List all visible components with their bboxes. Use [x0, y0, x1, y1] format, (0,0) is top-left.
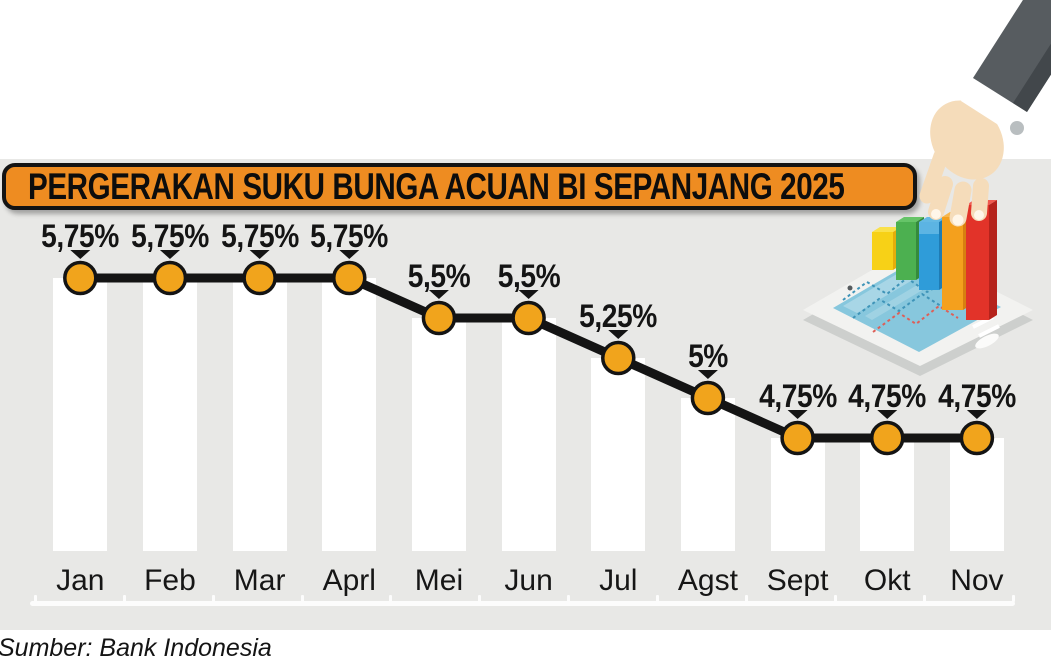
x-axis-tick: [1011, 595, 1015, 602]
value-label-Nov: 4,75%: [938, 378, 1016, 414]
data-point-Nov: [959, 420, 995, 456]
data-point-Agst: [690, 380, 726, 416]
value-label-Jul: 5,25%: [579, 298, 658, 334]
value-label-Mei: 5,5%: [407, 258, 471, 294]
data-point-Mei: [421, 300, 457, 336]
column-bar-Mei: [411, 318, 466, 551]
x-axis-tick: [300, 595, 304, 602]
label-pointer-triangle: [608, 330, 629, 339]
tablet-camera-dot: [847, 285, 853, 291]
x-axis-line: [30, 601, 1015, 606]
fingernail: [952, 214, 964, 226]
column-bar-Agst: [680, 398, 735, 551]
data-point-Mar: [242, 260, 277, 296]
value-label-Jan: 5,75%: [41, 218, 120, 254]
x-axis-tick: [656, 595, 660, 602]
screen-list-dash: [978, 324, 1000, 338]
column-bar-Aprl: [322, 278, 377, 551]
cufflink: [1010, 121, 1024, 135]
label-pointer-triangle: [697, 370, 718, 379]
x-axis-tick: [567, 595, 571, 602]
column-bar-Feb: [142, 278, 197, 551]
value-label-Aprl: 5,75%: [310, 218, 389, 254]
column-bar-Jun: [501, 318, 556, 551]
x-axis-label-Jun: Jun: [504, 564, 553, 597]
value-label-Mar: 5,75%: [220, 218, 299, 254]
label-pointer-triangle: [70, 250, 91, 259]
chart-title: PERGERAKAN SUKU BUNGA ACUAN BI SEPANJANG…: [28, 165, 845, 207]
x-axis-label-Agst: Agst: [677, 564, 738, 597]
label-pointer-triangle: [966, 410, 987, 419]
sleeve-shade: [1013, 43, 1051, 112]
label-pointer-triangle: [249, 250, 270, 259]
x-axis-label-Mei: Mei: [414, 564, 464, 597]
chart-title-banner: PERGERAKAN SUKU BUNGA ACUAN BI SEPANJANG…: [2, 163, 917, 210]
label-pointer-triangle: [159, 250, 180, 259]
tablet-screen: [833, 262, 1001, 352]
label-pointer-triangle: [518, 290, 539, 299]
x-axis-label-Mar: Mar: [233, 564, 286, 597]
data-point-Okt: [869, 420, 905, 456]
value-label-Jun: 5,5%: [497, 258, 560, 294]
column-bar-Sept: [770, 438, 825, 551]
data-point-Feb: [152, 260, 188, 296]
column-bar-Jan: [53, 278, 108, 551]
hand-tablet-illustration: [803, 0, 1051, 376]
value-label-Agst: 5%: [687, 338, 728, 374]
x-axis-label-Okt: Okt: [863, 564, 911, 597]
screen-sheen: [865, 278, 936, 320]
x-axis-tick: [833, 595, 837, 602]
source-credit: Sumber: Bank Indonesia: [0, 634, 272, 662]
value-label-Okt: 4,75%: [848, 378, 927, 414]
value-label-Feb: 5,75%: [131, 218, 209, 254]
label-pointer-triangle: [877, 410, 898, 419]
column-bar-Nov: [949, 438, 1004, 551]
x-axis-tick: [33, 595, 37, 602]
column-bar-Okt: [860, 438, 915, 551]
x-axis-label-Sept: Sept: [766, 564, 829, 597]
data-point-Jan: [63, 260, 98, 296]
x-axis-tick: [478, 595, 482, 602]
data-point-Jul: [601, 340, 636, 376]
fingernail: [974, 210, 984, 220]
x-axis-tick: [922, 595, 926, 602]
data-point-Jun: [511, 300, 546, 336]
column-bar-Mar: [232, 278, 287, 551]
fingernail: [931, 209, 941, 219]
column-bar-Jul: [591, 358, 646, 551]
label-pointer-triangle: [787, 410, 808, 419]
x-axis-label-Jul: Jul: [599, 564, 638, 597]
shirt-cuff: [961, 78, 1027, 133]
x-axis-tick: [211, 595, 215, 602]
data-point-Sept: [780, 420, 815, 456]
suit-sleeve-icon: [961, 0, 1051, 135]
tablet-home-button: [975, 333, 999, 349]
x-axis-tick: [122, 595, 126, 602]
value-label-Sept: 4,75%: [758, 378, 837, 414]
x-axis-tick: [745, 595, 748, 602]
x-axis-label-Aprl: Aprl: [322, 564, 376, 597]
x-axis-label-Jan: Jan: [56, 564, 105, 597]
label-pointer-triangle: [339, 250, 360, 259]
x-axis-label-Feb: Feb: [144, 564, 196, 597]
hand-icon: [919, 100, 1004, 227]
x-axis-tick: [389, 595, 393, 602]
screen-zigzag-line: [842, 276, 950, 301]
data-point-Aprl: [332, 260, 367, 296]
label-pointer-triangle: [428, 290, 449, 299]
x-axis-label-Nov: Nov: [950, 564, 1004, 597]
